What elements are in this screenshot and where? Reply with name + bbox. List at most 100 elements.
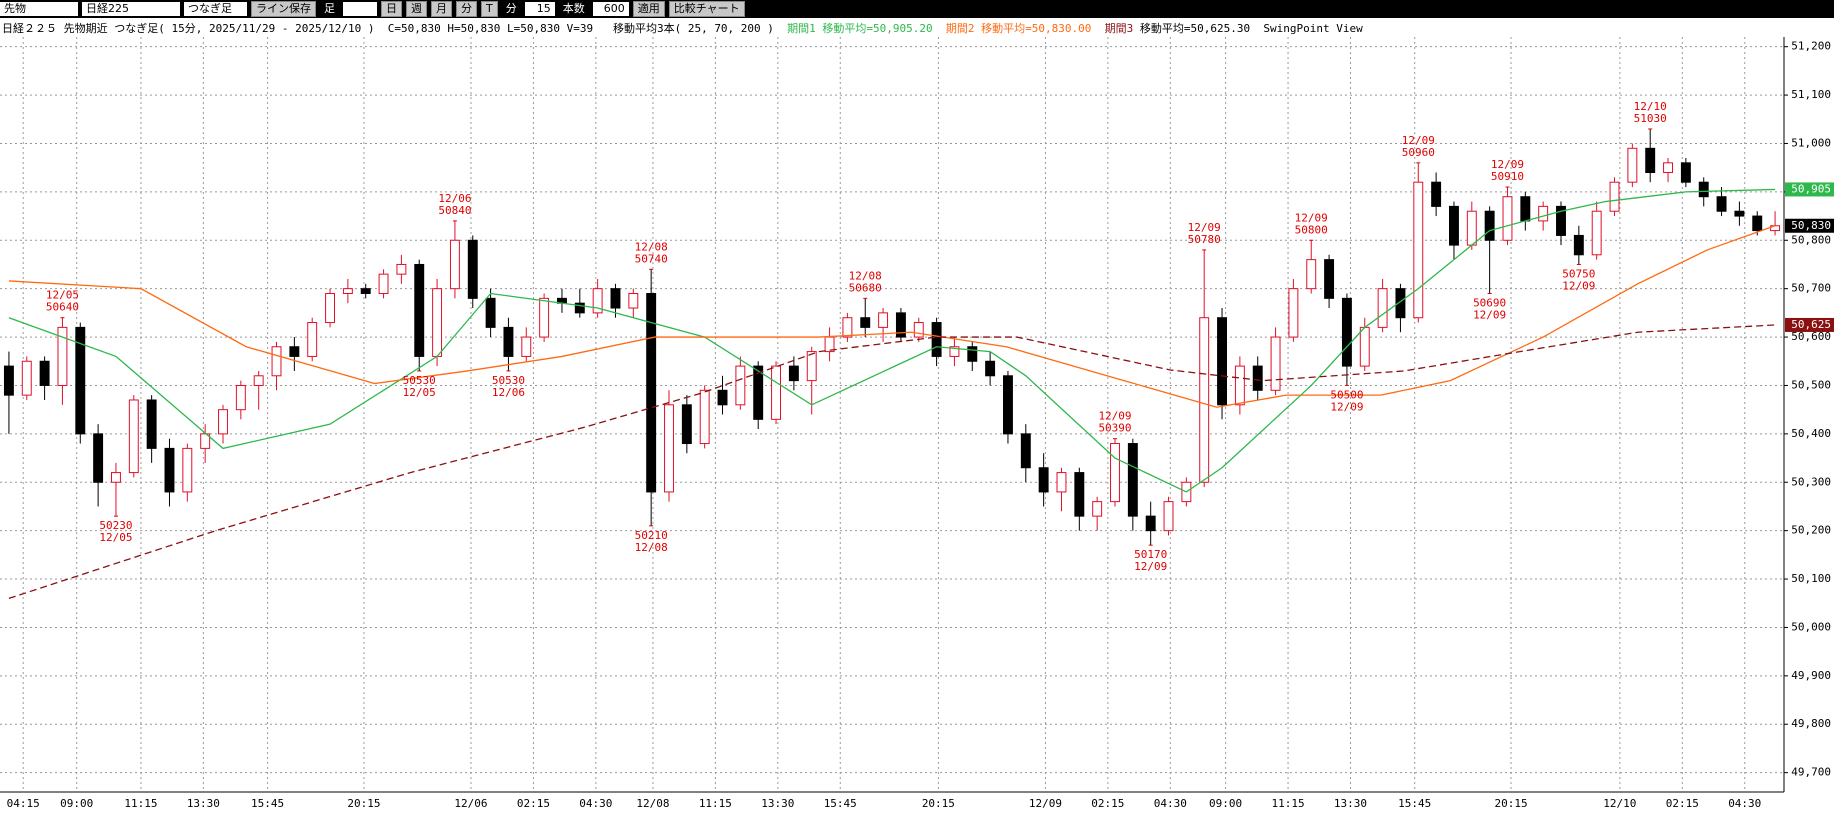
candle-body: [396, 263, 407, 275]
candle-body: [21, 360, 32, 396]
x-tick-label: 04:30: [1154, 797, 1187, 810]
annotation-price: 50840: [438, 204, 471, 217]
x-tick-label: 20:15: [1494, 797, 1527, 810]
candle-body: [842, 317, 853, 338]
x-tick-label: 11:15: [1271, 797, 1304, 810]
candle-body: [664, 404, 674, 493]
candle-body: [788, 365, 799, 382]
info-text: 日経２２５ 先物期近 つなぎ足( 15分, 2025/11/29 - 2025/…: [2, 22, 774, 35]
input[interactable]: 15: [524, 2, 555, 16]
annotation-price: 50530: [403, 374, 436, 387]
candle-body: [128, 399, 139, 474]
candle-body: [806, 351, 817, 382]
candle-body: [414, 263, 425, 357]
y-tick-label: 50,800: [1791, 233, 1831, 246]
annotation-date: 12/09: [1134, 560, 1167, 573]
select[interactable]: つなぎ足: [184, 2, 247, 16]
candle-body: [1466, 210, 1477, 246]
x-tick-label: 11:15: [124, 797, 157, 810]
candle-body: [1056, 472, 1067, 493]
annotation-date: 12/09: [1098, 410, 1131, 423]
candle-body: [521, 336, 532, 357]
button[interactable]: 比較チャート: [668, 1, 745, 17]
annotation-price: 50960: [1402, 146, 1435, 159]
annotation-price: 50780: [1188, 233, 1221, 246]
y-tick-label: 50,200: [1791, 524, 1831, 537]
select[interactable]: 先物: [0, 2, 78, 16]
annotation-date: 12/06: [438, 192, 471, 205]
candle-body: [753, 365, 764, 420]
x-tick-label: 12/06: [454, 797, 487, 810]
candle-body: [1716, 196, 1727, 212]
candle-body: [1127, 443, 1138, 517]
x-tick-label: 04:30: [579, 797, 612, 810]
candle-body: [1324, 259, 1335, 299]
candle-body: [878, 312, 889, 328]
candle-body: [1663, 162, 1673, 174]
annotation-date: 12/09: [1188, 221, 1221, 234]
button[interactable]: 月: [431, 1, 452, 17]
candle-body: [1680, 162, 1691, 183]
x-tick-label: 12/09: [1029, 797, 1062, 810]
y-tick-label: 50,500: [1791, 378, 1831, 391]
y-tick-label: 50,600: [1791, 330, 1831, 343]
candle-body: [1395, 288, 1406, 319]
button[interactable]: ライン保存: [251, 1, 316, 17]
button[interactable]: T: [481, 1, 498, 17]
x-tick-label: 13:30: [187, 797, 220, 810]
price-tag-label: 50,830: [1791, 219, 1831, 232]
candle-body: [1270, 336, 1281, 391]
legend-entry: 期間3: [1104, 22, 1134, 35]
annotation-date: 12/09: [1562, 279, 1595, 292]
candle-body: [1038, 467, 1049, 493]
annotation-date: 12/06: [492, 386, 525, 399]
candle-body: [325, 293, 335, 324]
annotation-date: 12/09: [1473, 309, 1506, 322]
legend-entry: 期間2: [945, 22, 975, 35]
candle-body: [1341, 297, 1352, 367]
annotation-price: 50800: [1295, 223, 1328, 236]
candle-body: [771, 365, 782, 420]
legend-entry: 期間1: [787, 22, 816, 35]
ma-line: [8, 324, 1776, 600]
legend-value: 移動平均=50,625.30: [1139, 22, 1251, 35]
x-tick-label: 13:30: [761, 797, 794, 810]
candle-body: [681, 404, 692, 445]
x-tick-label: 20:15: [347, 797, 380, 810]
button[interactable]: 分: [456, 1, 477, 17]
x-tick-label: 04:30: [1728, 797, 1761, 810]
select[interactable]: 日経225: [82, 2, 180, 16]
button[interactable]: 日: [381, 1, 402, 17]
input[interactable]: 600: [592, 2, 629, 16]
annotation-date: 12/08: [635, 541, 668, 554]
annotation-date: 12/10: [1634, 100, 1667, 113]
ma-line: [8, 188, 1776, 493]
candle-body: [1520, 196, 1531, 222]
price-tag-label: 50,625: [1791, 318, 1831, 331]
button[interactable]: 週: [406, 1, 427, 17]
annotation-date: 12/09: [1491, 158, 1524, 171]
input[interactable]: [343, 2, 377, 16]
annotation-price: 50750: [1562, 267, 1595, 280]
annotation-date: 12/08: [849, 269, 882, 282]
x-tick-label: 02:15: [1666, 797, 1699, 810]
x-tick-label: 02:15: [1091, 797, 1124, 810]
candle-body: [1020, 433, 1031, 469]
y-tick-label: 50,300: [1791, 475, 1831, 488]
annotation-price: 50230: [99, 519, 132, 532]
annotation-date: 12/09: [1295, 211, 1328, 224]
candle-body: [93, 433, 104, 483]
button[interactable]: 適用: [632, 1, 665, 17]
annotation-price: 50390: [1098, 422, 1131, 435]
y-tick-label: 50,400: [1791, 427, 1831, 440]
price-tag: [1785, 182, 1834, 197]
candle-body: [289, 346, 300, 357]
candle-body: [57, 326, 68, 386]
annotation-price: 50690: [1473, 297, 1506, 310]
annotation-date: 12/09: [1402, 134, 1435, 147]
annotation-date: 12/05: [46, 289, 79, 302]
ma-line: [8, 225, 1776, 408]
y-tick-label: 50,700: [1791, 282, 1831, 295]
